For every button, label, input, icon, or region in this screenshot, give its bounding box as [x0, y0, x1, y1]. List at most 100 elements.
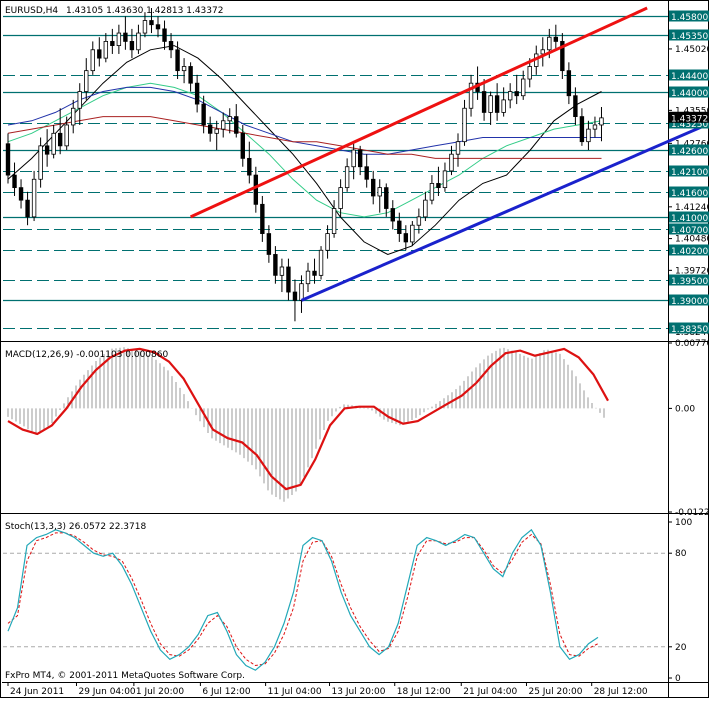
- level-label: 1.44400: [671, 72, 708, 82]
- level-label: 1.40200: [671, 247, 708, 257]
- candle: [64, 116, 69, 151]
- candle: [38, 137, 43, 188]
- candle: [207, 116, 213, 142]
- level-label-box: [669, 274, 709, 286]
- candle: [273, 246, 278, 284]
- candle: [371, 170, 376, 205]
- moving-average-line: [7, 86, 602, 155]
- candle: [175, 41, 180, 80]
- candle: [84, 58, 89, 100]
- candle: [325, 225, 330, 259]
- candle: [331, 200, 337, 238]
- time-tick-label: 28 Jul 12:00: [594, 687, 648, 697]
- candle: [188, 62, 193, 92]
- chart-title: EURUSD,H4: [5, 6, 58, 16]
- copyright-footer: FxPro MT4, © 2001-2011 MetaQuotes Softwa…: [5, 671, 245, 681]
- candle: [168, 33, 174, 59]
- candle: [25, 191, 30, 226]
- candle: [573, 87, 578, 125]
- candle: [71, 99, 76, 134]
- time-tick-label: 21 Jul 04:00: [463, 687, 517, 697]
- candle: [279, 258, 285, 293]
- price-tick-label: 1.42760: [675, 139, 709, 149]
- candle: [507, 83, 513, 109]
- level-label-box: [669, 29, 709, 41]
- candle: [579, 108, 585, 146]
- candle: [97, 37, 102, 67]
- candle: [410, 221, 415, 247]
- level-label: 1.45350: [671, 32, 708, 42]
- candle: [455, 133, 461, 167]
- candle: [305, 262, 311, 293]
- candle: [481, 79, 487, 121]
- macd-tick-label: 0.007705: [675, 339, 709, 349]
- candle: [318, 246, 324, 280]
- chart-ohlc-readout: 1.43105 1.43630 1.42813 1.43372: [66, 6, 223, 16]
- level-label-box: [669, 186, 709, 198]
- candle: [292, 279, 298, 322]
- support-trendline[interactable]: [300, 117, 709, 302]
- time-tick-label: 29 Jun 04:00: [78, 687, 135, 697]
- level-label-box: [669, 244, 709, 256]
- candle: [429, 175, 435, 205]
- macd-title: MACD(12,26,9) -0.001103 0.000860: [5, 350, 168, 360]
- time-tick-label: 1 Jul 20:00: [136, 687, 185, 697]
- candle: [253, 166, 259, 213]
- level-label: 1.42600: [671, 147, 708, 157]
- resistance-trendline[interactable]: [189, 6, 648, 219]
- candle: [403, 225, 409, 251]
- candle: [260, 195, 265, 242]
- level-label-box: [669, 294, 709, 306]
- price-tick-label: 1.40480: [675, 235, 709, 245]
- level-label: 1.40700: [671, 226, 708, 236]
- time-tick-label: 18 Jul 12:00: [397, 687, 451, 697]
- candle: [462, 99, 467, 146]
- candle: [221, 112, 226, 138]
- candle: [488, 91, 493, 125]
- candle: [234, 104, 239, 138]
- price-tick-label: 1.43550: [675, 106, 709, 116]
- stoch-main-line: [7, 528, 599, 671]
- candle: [397, 212, 402, 242]
- candle: [521, 70, 526, 100]
- time-tick-label: 11 Jul 04:00: [268, 687, 322, 697]
- candle: [560, 33, 565, 80]
- level-label-box: [669, 165, 709, 177]
- stoch-tick-label: 20: [675, 643, 687, 653]
- price-tick-label: 1.45020: [675, 45, 709, 55]
- level-label: 1.44000: [671, 89, 708, 99]
- candle: [12, 162, 17, 196]
- trend-channel[interactable]: [189, 6, 709, 302]
- candle: [90, 41, 95, 75]
- candle: [338, 179, 343, 217]
- level-label-box: [669, 211, 709, 223]
- level-label: 1.42100: [671, 168, 708, 178]
- candle: [103, 33, 109, 63]
- candle: [18, 179, 24, 209]
- candle: [123, 16, 128, 50]
- candle: [384, 183, 389, 217]
- candle: [599, 107, 604, 142]
- level-label-box: [669, 322, 709, 334]
- candle: [57, 108, 63, 155]
- candle: [247, 141, 252, 184]
- level-label: 1.41600: [671, 189, 708, 199]
- price-tick-label: 1.39720: [675, 266, 709, 276]
- candle: [494, 83, 500, 121]
- candle: [194, 74, 200, 113]
- macd-signal-line: [7, 347, 609, 491]
- candle: [110, 28, 115, 54]
- current-price-label: 1.43372: [671, 114, 708, 124]
- candle: [351, 141, 356, 180]
- candle: [214, 120, 219, 151]
- candle: [77, 83, 82, 125]
- candle: [390, 200, 395, 230]
- candle: [416, 208, 422, 234]
- stoch-tick-label: 100: [675, 518, 692, 528]
- candle: [566, 62, 572, 105]
- moving-average-line: [7, 116, 602, 159]
- time-axis: 24 Jun 2011 29 Jun 04:00 1 Jul 20:00 6 Jul …: [7, 682, 648, 697]
- time-tick-label: 13 Jul 20:00: [332, 687, 386, 697]
